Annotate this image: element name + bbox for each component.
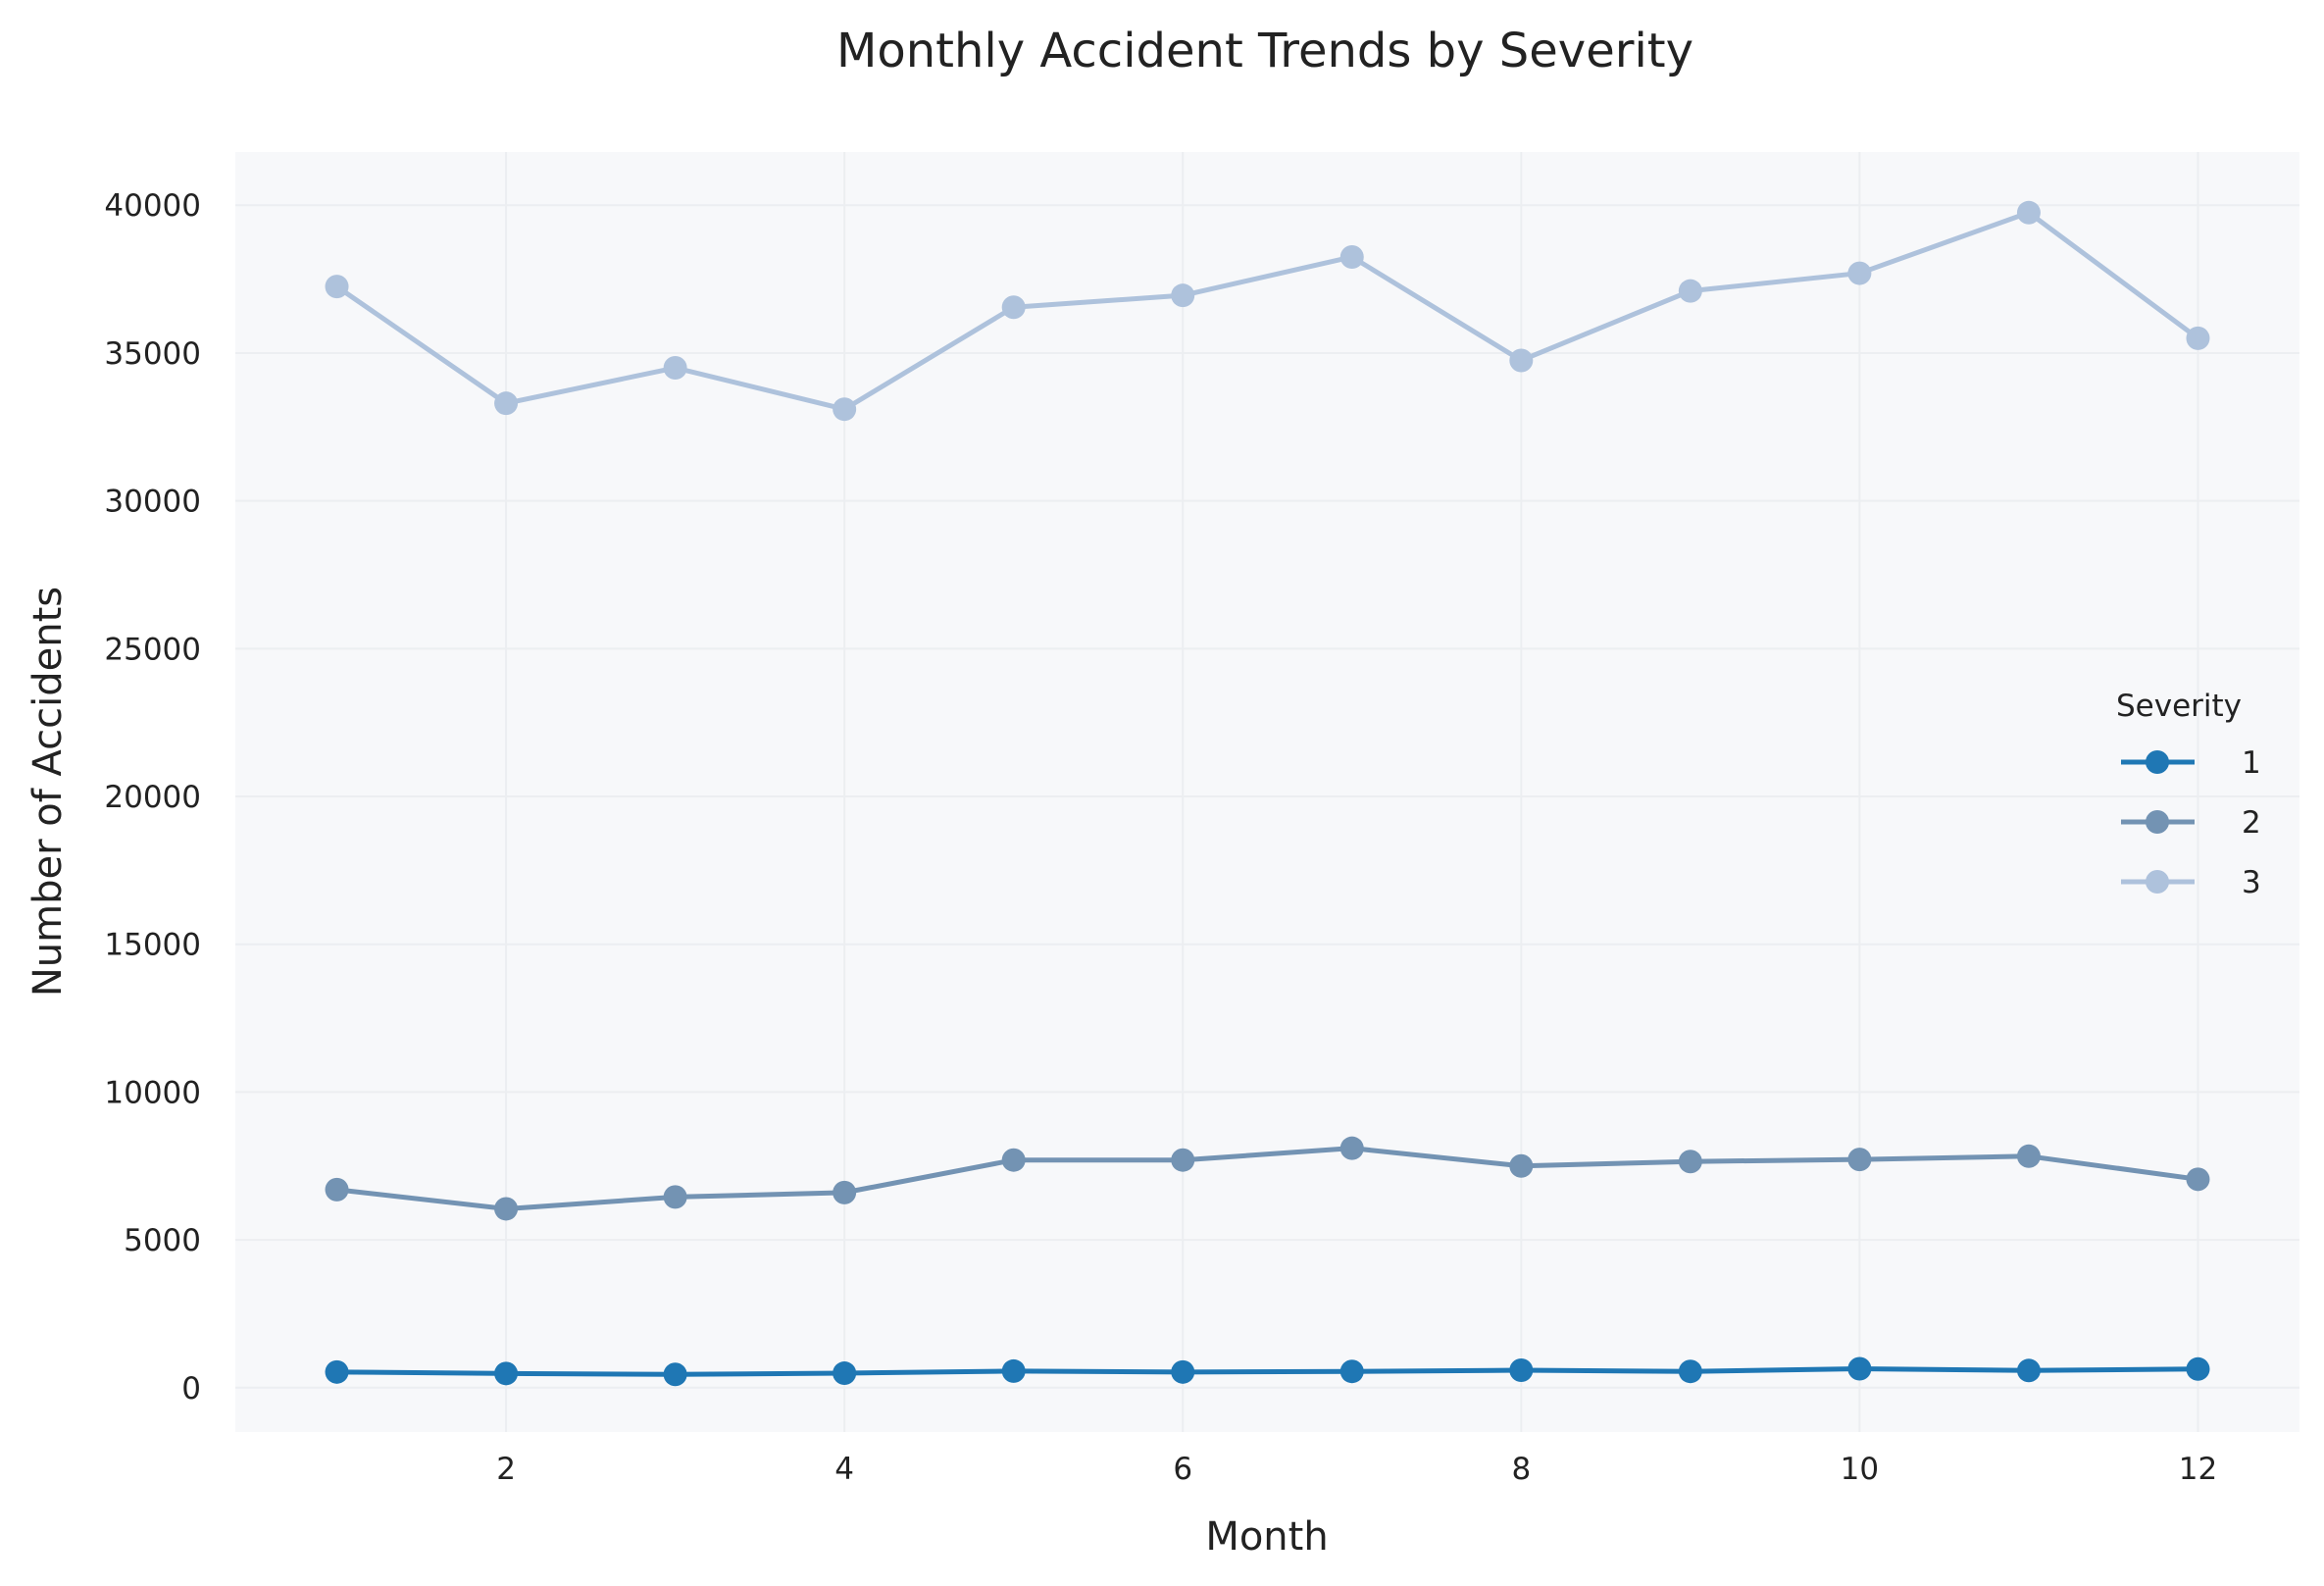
data-point bbox=[1339, 1136, 1364, 1160]
series-severity-1 bbox=[325, 1356, 2210, 1387]
data-point bbox=[833, 1361, 857, 1386]
series-severity-2 bbox=[325, 1136, 2210, 1221]
data-point bbox=[325, 275, 349, 299]
legend-item-1: 1 bbox=[2121, 745, 2261, 781]
data-point bbox=[833, 1180, 857, 1204]
legend-label: 3 bbox=[2242, 865, 2261, 900]
x-tick-label: 6 bbox=[1173, 1452, 1192, 1487]
series-line bbox=[335, 210, 2199, 412]
y-tick-label: 0 bbox=[181, 1371, 201, 1407]
data-point bbox=[2016, 200, 2041, 225]
data-point bbox=[1847, 261, 1872, 285]
data-point bbox=[833, 397, 857, 422]
data-point bbox=[494, 1361, 519, 1386]
y-tick-label: 20000 bbox=[104, 780, 201, 815]
data-point bbox=[1339, 1359, 1364, 1384]
data-point bbox=[663, 1185, 687, 1209]
x-axis-ticks: 2 4 6 8 10 12 bbox=[496, 1452, 2217, 1487]
data-point bbox=[494, 391, 519, 416]
data-point bbox=[663, 1362, 687, 1387]
chart-title: Monthly Accident Trends by Severity bbox=[836, 24, 1693, 78]
data-point bbox=[325, 1177, 349, 1202]
x-tick-label: 8 bbox=[1511, 1452, 1531, 1487]
y-axis-label: Number of Accidents bbox=[25, 587, 71, 997]
legend-label: 1 bbox=[2242, 745, 2261, 781]
data-point bbox=[1171, 1148, 1195, 1172]
legend: Severity 1 2 3 bbox=[2116, 689, 2261, 900]
data-point bbox=[1678, 279, 1702, 303]
grid-lines bbox=[235, 152, 2299, 1432]
data-point bbox=[2016, 1358, 2041, 1383]
y-axis-ticks: 0 5000 10000 15000 20000 25000 30000 35000 40000 bbox=[104, 188, 201, 1407]
data-point bbox=[1339, 244, 1364, 269]
data-point bbox=[1678, 1150, 1702, 1174]
series-layer bbox=[325, 200, 2210, 1387]
data-point bbox=[1171, 1359, 1195, 1384]
x-tick-label: 10 bbox=[1841, 1452, 1879, 1487]
data-point bbox=[663, 356, 687, 381]
x-tick-label: 12 bbox=[2179, 1452, 2217, 1487]
x-tick-label: 4 bbox=[834, 1452, 854, 1487]
y-tick-label: 40000 bbox=[104, 188, 201, 224]
y-tick-label: 10000 bbox=[104, 1075, 201, 1110]
y-tick-label: 15000 bbox=[104, 928, 201, 963]
data-point bbox=[1509, 1153, 1534, 1178]
data-point bbox=[1509, 348, 1534, 373]
series-severity-3 bbox=[325, 200, 2210, 422]
data-point bbox=[1001, 295, 1026, 320]
data-point bbox=[2186, 1356, 2210, 1381]
data-point bbox=[2016, 1144, 2041, 1168]
legend-item-2: 2 bbox=[2121, 805, 2261, 841]
legend-item-3: 3 bbox=[2121, 865, 2261, 900]
series-line bbox=[336, 1366, 2198, 1377]
legend-swatch-marker bbox=[2146, 750, 2169, 774]
legend-swatch-marker bbox=[2146, 810, 2169, 834]
data-point bbox=[494, 1197, 519, 1221]
legend-swatch-marker bbox=[2146, 870, 2169, 894]
data-point bbox=[325, 1359, 349, 1384]
legend-label: 2 bbox=[2242, 805, 2261, 841]
y-tick-label: 30000 bbox=[104, 485, 201, 520]
y-tick-label: 35000 bbox=[104, 336, 201, 372]
data-point bbox=[1678, 1359, 1702, 1384]
data-point bbox=[2186, 1167, 2210, 1192]
x-axis-label: Month bbox=[1205, 1514, 1328, 1560]
data-point bbox=[2186, 326, 2210, 350]
data-point bbox=[1171, 283, 1195, 308]
data-point bbox=[1509, 1358, 1534, 1383]
y-tick-label: 5000 bbox=[124, 1223, 201, 1258]
y-tick-label: 25000 bbox=[104, 632, 201, 667]
data-point bbox=[1001, 1358, 1026, 1383]
x-tick-label: 2 bbox=[496, 1452, 516, 1487]
legend-title: Severity bbox=[2116, 689, 2242, 724]
data-point bbox=[1001, 1148, 1026, 1172]
plot-area bbox=[235, 152, 2299, 1432]
series-line bbox=[336, 1146, 2198, 1211]
data-point bbox=[1847, 1148, 1872, 1172]
data-point bbox=[1847, 1356, 1872, 1381]
